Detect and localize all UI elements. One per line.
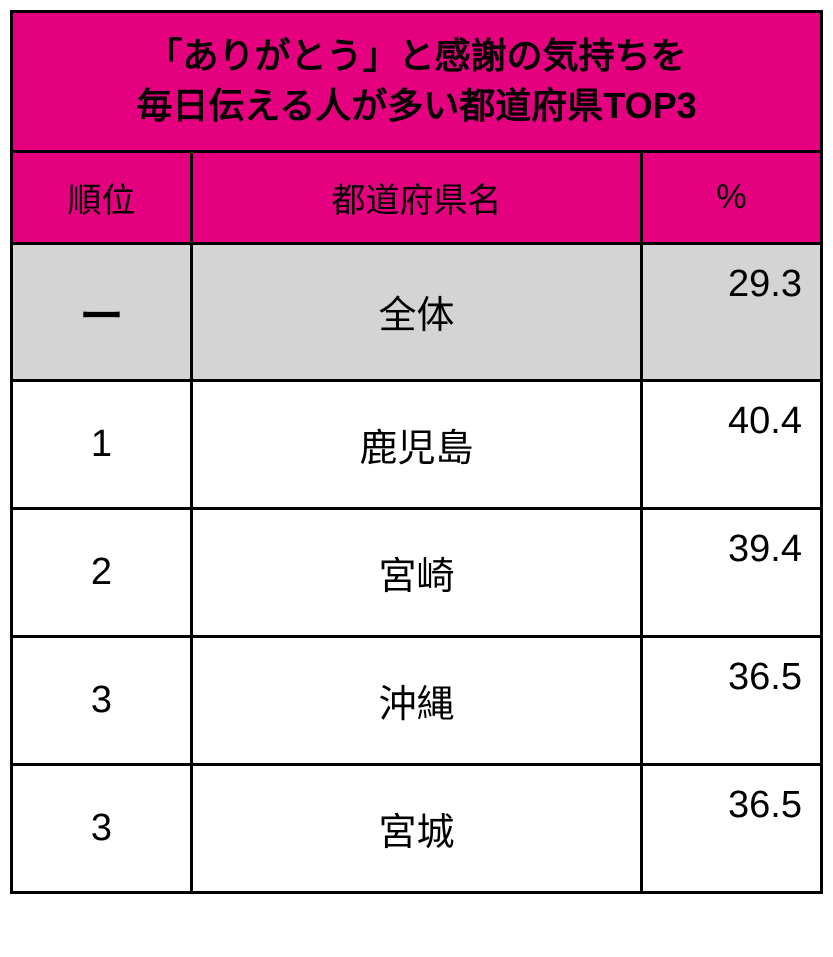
table-row: 1 鹿児島 40.4 <box>12 380 822 508</box>
row-rank: 2 <box>12 508 192 636</box>
row-name: 沖縄 <box>192 636 642 764</box>
column-header-name: 都道府県名 <box>192 151 642 243</box>
row-name: 宮崎 <box>192 508 642 636</box>
total-rank: ー <box>12 243 192 380</box>
row-rank: 1 <box>12 380 192 508</box>
table-row: 3 沖縄 36.5 <box>12 636 822 764</box>
column-header-percent: % <box>642 151 822 243</box>
title-line-2: 毎日伝える人が多い都道府県TOP3 <box>136 85 696 126</box>
row-name: 鹿児島 <box>192 380 642 508</box>
row-percent: 36.5 <box>642 636 822 764</box>
row-percent: 40.4 <box>642 380 822 508</box>
column-header-rank: 順位 <box>12 151 192 243</box>
total-row: ー 全体 29.3 <box>12 243 822 380</box>
table-title: 「ありがとう」と感謝の気持ちを 毎日伝える人が多い都道府県TOP3 <box>12 12 822 152</box>
table-row: 2 宮崎 39.4 <box>12 508 822 636</box>
row-rank: 3 <box>12 636 192 764</box>
row-name: 宮城 <box>192 764 642 892</box>
row-percent: 36.5 <box>642 764 822 892</box>
table-row: 3 宮城 36.5 <box>12 764 822 892</box>
row-percent: 39.4 <box>642 508 822 636</box>
title-line-1: 「ありがとう」と感謝の気持ちを <box>146 35 686 76</box>
ranking-table: 「ありがとう」と感謝の気持ちを 毎日伝える人が多い都道府県TOP3 順位 都道府… <box>10 10 823 894</box>
row-rank: 3 <box>12 764 192 892</box>
total-percent: 29.3 <box>642 243 822 380</box>
total-name: 全体 <box>192 243 642 380</box>
